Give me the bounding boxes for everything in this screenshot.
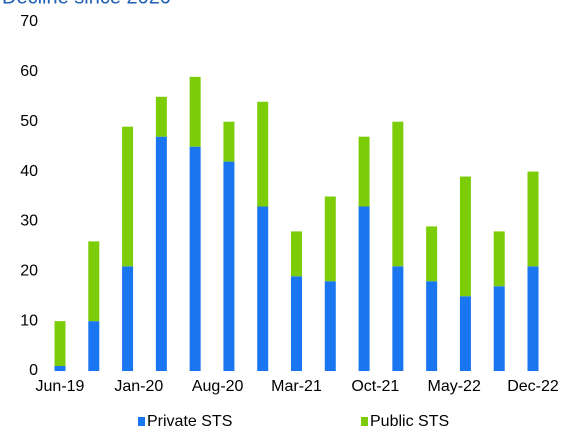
y-tick-label: 0 (29, 362, 38, 379)
legend-swatch (361, 417, 368, 426)
bar (257, 206, 269, 371)
x-tick-label: Jan-20 (114, 378, 163, 395)
chart-title: Decline since 2020 (2, 0, 171, 8)
bar (291, 276, 302, 371)
bar (223, 161, 235, 371)
bar (426, 281, 438, 371)
bar (493, 286, 505, 371)
bar (155, 96, 167, 137)
y-tick-label: 40 (20, 163, 38, 180)
bar (122, 126, 134, 267)
bar (291, 231, 302, 277)
bar (223, 121, 235, 162)
bar (88, 241, 100, 322)
x-tick-label: Mar-21 (271, 378, 322, 395)
x-tick-label: Jun-19 (36, 378, 85, 395)
bar (527, 266, 539, 371)
x-tick-label: May-22 (427, 378, 480, 395)
bar (88, 321, 100, 371)
bar (324, 196, 336, 282)
bar (459, 296, 471, 371)
bar (527, 171, 539, 267)
y-tick-label: 50 (20, 113, 38, 130)
y-tick-label: 20 (20, 263, 38, 280)
y-tick-label: 30 (20, 213, 38, 230)
bar (392, 121, 404, 267)
bar (257, 101, 269, 207)
y-tick-label: 70 (20, 13, 38, 30)
bar (155, 136, 167, 371)
bar (392, 266, 404, 371)
bar (426, 226, 438, 282)
legend-label: Public STS (370, 413, 449, 429)
x-tick-label: Aug-20 (192, 378, 244, 395)
bar (189, 146, 201, 371)
bar (358, 206, 370, 371)
bar (324, 281, 336, 371)
bar (189, 76, 201, 147)
bar (358, 136, 370, 207)
bar (122, 266, 134, 371)
y-tick-label: 10 (20, 312, 38, 329)
bar (54, 321, 66, 367)
legend-swatch (138, 417, 145, 426)
x-tick-label: Oct-21 (351, 378, 399, 395)
y-tick-label: 60 (20, 63, 38, 80)
bar (54, 366, 66, 371)
legend-label: Private STS (147, 413, 232, 429)
x-tick-label: Dec-22 (507, 378, 559, 395)
bar (459, 176, 471, 297)
bar (493, 231, 505, 287)
